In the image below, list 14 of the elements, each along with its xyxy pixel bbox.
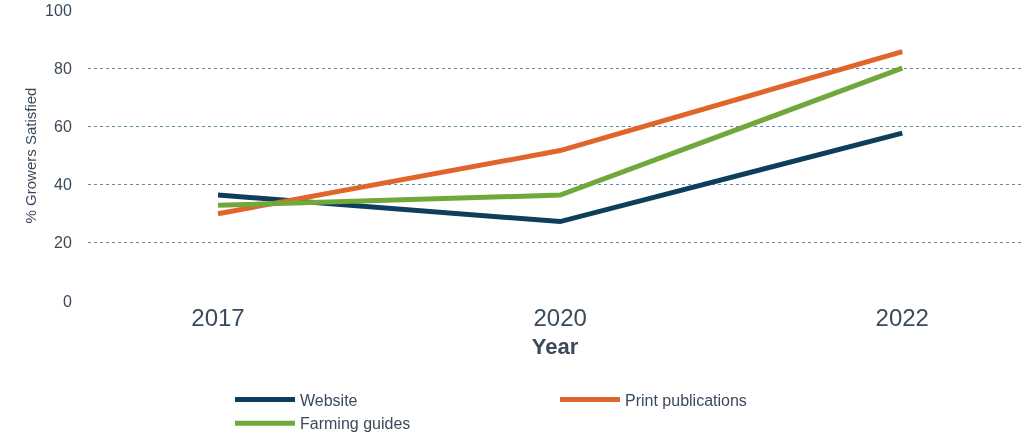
y-axis-title: % Growers Satisfied: [22, 87, 40, 224]
x-tick-label: 2017: [191, 304, 245, 331]
x-tick-label: 2020: [533, 304, 587, 331]
y-tick-label: 20: [54, 234, 72, 252]
y-tick-label: 60: [54, 118, 72, 135]
x-tick-label: 2022: [875, 304, 929, 331]
y-tick-label: 0: [62, 292, 72, 310]
y-tick-label: 100: [45, 1, 72, 19]
y-tick-label: 80: [54, 59, 72, 77]
legend-label: Farming guides: [300, 415, 411, 433]
legend-label: Print publications: [625, 391, 747, 409]
x-axis-title: Year: [531, 333, 579, 359]
legend-label: Website: [300, 391, 358, 409]
y-tick-label: 40: [54, 176, 72, 194]
